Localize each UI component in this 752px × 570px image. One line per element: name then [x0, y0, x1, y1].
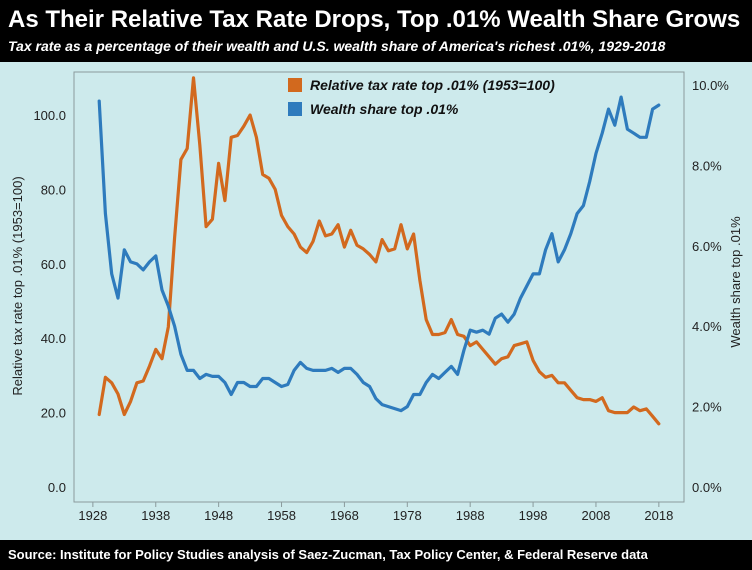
x-tick-label: 1978: [393, 508, 422, 523]
x-tick-label: 1988: [456, 508, 485, 523]
x-tick-label: 1968: [330, 508, 359, 523]
y-left-tick-label: 80.0: [41, 182, 66, 197]
y-right-tick-label: 0.0%: [692, 480, 722, 495]
y-right-tick-label: 10.0%: [692, 78, 729, 93]
plot-frame: [73, 71, 685, 503]
y-right-tick-label: 4.0%: [692, 319, 722, 334]
y-left-tick-label: 40.0: [41, 331, 66, 346]
legend-swatch: [288, 78, 302, 92]
x-tick-label: 1998: [519, 508, 548, 523]
y-left-tick-label: 20.0: [41, 406, 66, 421]
y-right-axis-label: Wealth share top .01%: [728, 216, 743, 348]
x-tick-label: 1958: [267, 508, 296, 523]
y-left-tick-label: 0.0: [48, 480, 66, 495]
y-left-tick-label: 100.0: [33, 108, 66, 123]
y-left-axis-label: Relative tax rate top .01% (1953=100): [10, 176, 25, 395]
chart-title: As Their Relative Tax Rate Drops, Top .0…: [8, 6, 741, 33]
y-right-tick-label: 8.0%: [692, 158, 722, 173]
y-left-tick-label: 60.0: [41, 257, 66, 272]
x-tick-label: 2018: [644, 508, 673, 523]
x-tick-label: 2008: [581, 508, 610, 523]
legend-label: Relative tax rate top .01% (1953=100): [310, 77, 555, 93]
plot-background: [0, 62, 752, 540]
x-tick-label: 1938: [141, 508, 170, 523]
legend-label: Wealth share top .01%: [310, 101, 459, 117]
footer-bar: Source: Institute for Policy Studies ana…: [0, 540, 752, 570]
legend-swatch: [288, 102, 302, 116]
tax-rate-line: [97, 76, 661, 426]
y-right-tick-label: 6.0%: [692, 239, 722, 254]
x-tick-label: 1948: [204, 508, 233, 523]
x-tick-label: 1928: [78, 508, 107, 523]
wealth-share-line: [97, 95, 661, 413]
header-bar: As Their Relative Tax Rate Drops, Top .0…: [0, 0, 752, 62]
chart-subtitle: Tax rate as a percentage of their wealth…: [8, 38, 666, 54]
y-right-tick-label: 2.0%: [692, 400, 722, 415]
source-note: Source: Institute for Policy Studies ana…: [8, 547, 648, 562]
